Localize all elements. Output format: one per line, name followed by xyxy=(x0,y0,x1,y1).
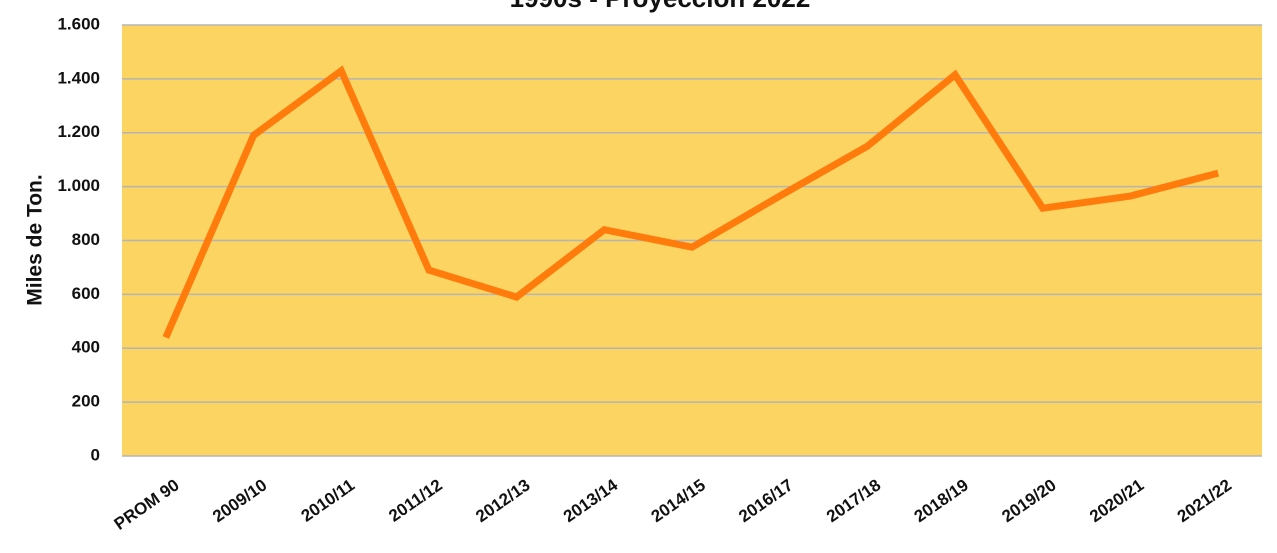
x-tick-label: 2011/12 xyxy=(385,475,445,525)
y-tick-label: 1.400 xyxy=(57,68,100,87)
y-tick-label: 1.600 xyxy=(57,14,100,33)
x-tick-label: 2017/18 xyxy=(823,475,884,526)
y-tick-label: 0 xyxy=(91,445,100,464)
y-tick-label: 1.000 xyxy=(57,176,100,195)
x-tick-label: 2021/22 xyxy=(1174,475,1235,526)
y-tick-label: 400 xyxy=(72,338,100,357)
y-tick-label: 200 xyxy=(72,392,100,411)
x-tick-label: 2019/20 xyxy=(998,475,1059,526)
x-tick-label: 2012/13 xyxy=(472,475,533,526)
line-series xyxy=(162,65,1220,339)
x-tick-label: 2018/19 xyxy=(911,475,972,526)
x-tick-label: PROM 90 xyxy=(111,475,183,533)
x-tick-label: 2013/14 xyxy=(560,475,622,526)
x-tick-label: 2020/21 xyxy=(1086,475,1147,526)
x-tick-label: 2014/15 xyxy=(648,475,709,526)
y-tick-label: 800 xyxy=(72,230,100,249)
y-tick-label: 1.200 xyxy=(57,122,100,141)
x-tick-label: 2010/11 xyxy=(298,475,358,525)
x-tick-label: 2016/17 xyxy=(735,475,796,526)
y-axis-label: Miles de Ton. xyxy=(24,174,47,305)
y-tick-label: 600 xyxy=(72,284,100,303)
x-tick-label: 2009/10 xyxy=(209,475,270,526)
chart-title: 1990s - Proyección 2022 xyxy=(510,0,811,13)
